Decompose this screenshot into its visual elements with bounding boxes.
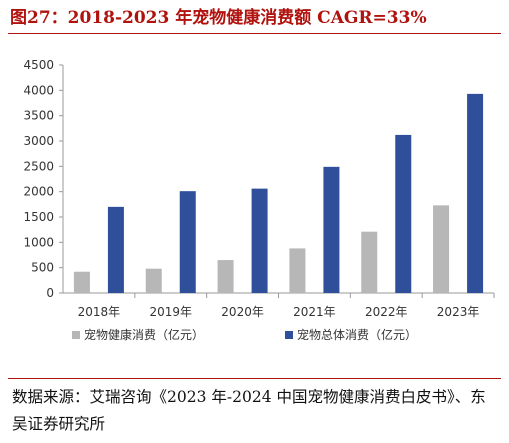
bar-total-consumption — [251, 188, 268, 293]
bar-total-consumption — [467, 93, 484, 293]
bar-total-consumption — [107, 206, 124, 293]
bar-health-consumption — [361, 231, 378, 293]
bar-health-consumption — [73, 271, 90, 293]
y-tick-label: 3500 — [23, 109, 54, 123]
legend-swatch — [285, 331, 293, 339]
source-divider — [8, 378, 501, 379]
y-tick-label: 1000 — [23, 235, 54, 249]
legend-label: 宠物总体消费（亿元） — [297, 327, 417, 342]
bar-total-consumption — [179, 191, 196, 293]
figure-title: 图27：2018-2023 年宠物健康消费额 CAGR=33% — [10, 8, 427, 28]
y-tick-label: 1500 — [23, 210, 54, 224]
legend-swatch — [72, 331, 80, 339]
legend-label: 宠物健康消费（亿元） — [84, 327, 204, 342]
y-tick-label: 4000 — [23, 83, 54, 97]
x-tick-label: 2018年 — [78, 305, 121, 319]
legend: 宠物健康消费（亿元） 宠物总体消费（亿元） — [72, 327, 417, 342]
x-tick-label: 2020年 — [221, 305, 264, 319]
x-tick-label: 2023年 — [437, 305, 480, 319]
y-tick-label: 4500 — [23, 58, 54, 72]
bar-health-consumption — [217, 260, 234, 293]
source-note: 数据来源：艾瑞咨询《2023 年-2024 中国宠物健康消费白皮书》、东吴证券研… — [12, 388, 486, 433]
y-tick-label: 2500 — [23, 159, 54, 173]
bar-chart: 0 500 1000 1500 2000 2500 3000 3500 4000 4500 201… — [23, 58, 495, 342]
y-tick-label: 500 — [31, 261, 54, 275]
y-tick-label: 2000 — [23, 185, 54, 199]
y-tick-label: 0 — [46, 286, 54, 300]
y-tick-label: 3000 — [23, 134, 54, 148]
y-axis: 0 500 1000 1500 2000 2500 3000 3500 4000 4500 — [23, 58, 64, 300]
x-tick-label: 2021年 — [293, 305, 336, 319]
bar-health-consumption — [289, 248, 306, 293]
x-axis: 2018年 2019年 2020年 2021年 2022年 2023年 — [63, 292, 495, 319]
title-divider — [8, 33, 501, 34]
x-tick-label: 2019年 — [149, 305, 192, 319]
bars — [73, 93, 484, 293]
bar-total-consumption — [395, 134, 412, 293]
bar-health-consumption — [145, 268, 162, 293]
bar-health-consumption — [433, 205, 450, 293]
x-tick-label: 2022年 — [365, 305, 408, 319]
bar-total-consumption — [323, 166, 340, 293]
